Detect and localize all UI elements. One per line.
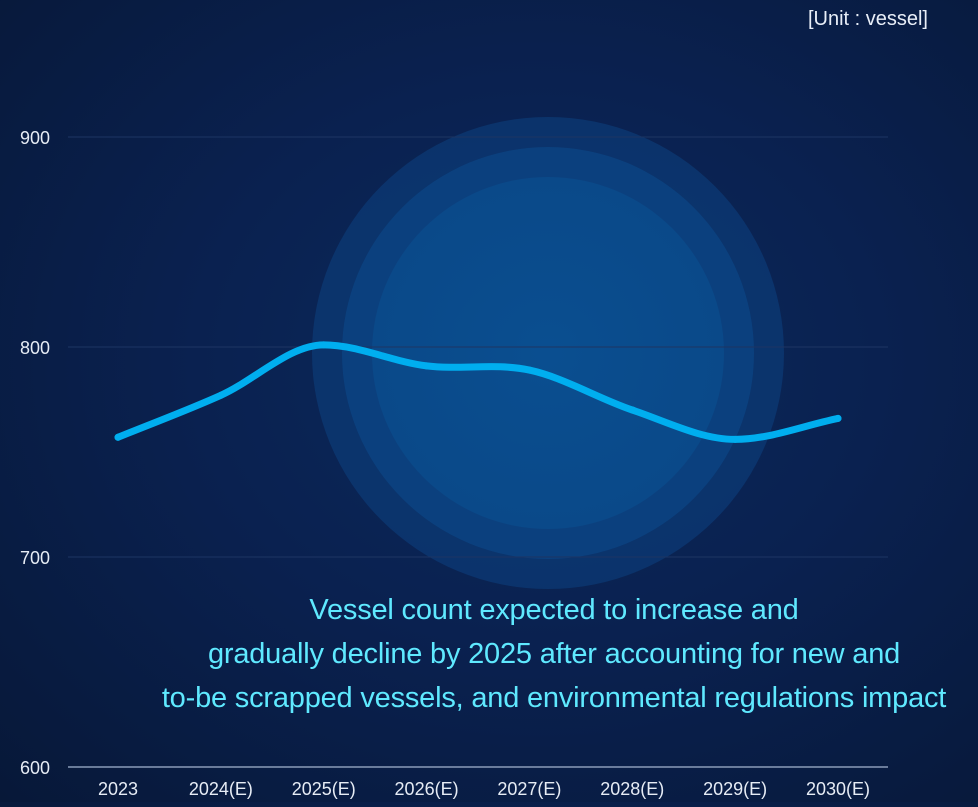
y-tick-label: 900 <box>20 128 50 148</box>
data-point <box>628 406 636 414</box>
data-point <box>320 341 328 349</box>
data-point <box>114 433 122 441</box>
y-tick-label: 600 <box>20 758 50 778</box>
data-point <box>834 414 842 422</box>
x-tick-label: 2030(E) <box>806 779 870 799</box>
x-axis-ticks: 2023 2024(E) 2025(E) 2026(E) 2027(E) 2028(E) 2… <box>98 779 870 799</box>
data-point <box>731 435 739 443</box>
y-axis-ticks: 600 700 800 900 <box>20 128 50 778</box>
data-point <box>423 362 431 370</box>
x-tick-label: 2027(E) <box>497 779 561 799</box>
series-line <box>114 341 842 443</box>
unit-label: [Unit : vessel] <box>807 8 928 30</box>
gridlines <box>68 136 888 768</box>
x-tick-label: 2028(E) <box>600 779 664 799</box>
series-layer <box>114 341 842 443</box>
x-tick-label: 2025(E) <box>292 779 356 799</box>
x-tick-label: 2024(E) <box>189 779 253 799</box>
x-tick-label: 2029(E) <box>703 779 767 799</box>
data-point <box>525 366 533 374</box>
y-tick-label: 800 <box>20 338 50 358</box>
data-point <box>217 391 225 399</box>
glow-ring-inner <box>372 177 724 529</box>
x-tick-label: 2023 <box>98 779 138 799</box>
background-glow-decoration <box>312 117 784 589</box>
y-tick-label: 700 <box>20 548 50 568</box>
x-tick-label: 2026(E) <box>395 779 459 799</box>
